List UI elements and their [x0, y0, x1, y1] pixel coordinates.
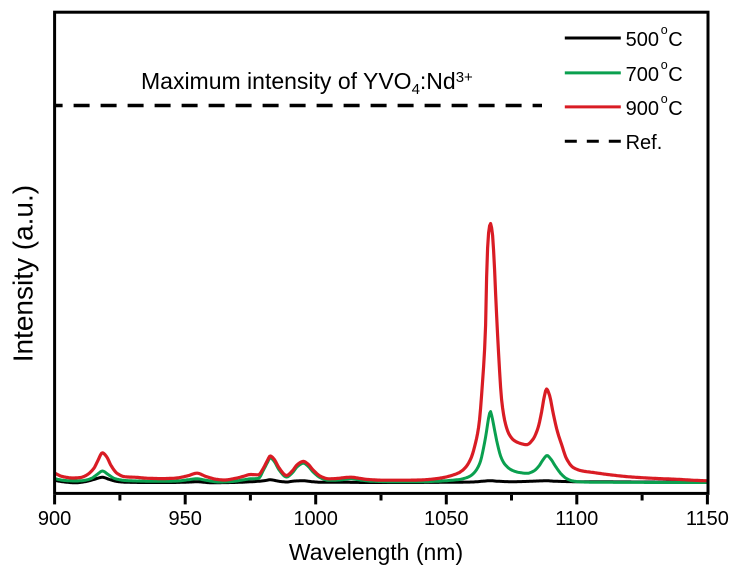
svg-text:1000: 1000 — [293, 508, 338, 530]
svg-text:Intensity (a.u.): Intensity (a.u.) — [8, 185, 39, 362]
svg-text:Wavelength (nm): Wavelength (nm) — [289, 539, 463, 565]
svg-text:1050: 1050 — [424, 508, 469, 530]
svg-text:1100: 1100 — [555, 508, 598, 530]
svg-text:950: 950 — [169, 508, 202, 530]
svg-text:Ref.: Ref. — [626, 132, 663, 154]
svg-text:900: 900 — [38, 508, 71, 530]
svg-text:1150: 1150 — [686, 508, 729, 530]
svg-text:Maximum intensity of YVO4:Nd3+: Maximum intensity of YVO4:Nd3+ — [141, 68, 473, 98]
